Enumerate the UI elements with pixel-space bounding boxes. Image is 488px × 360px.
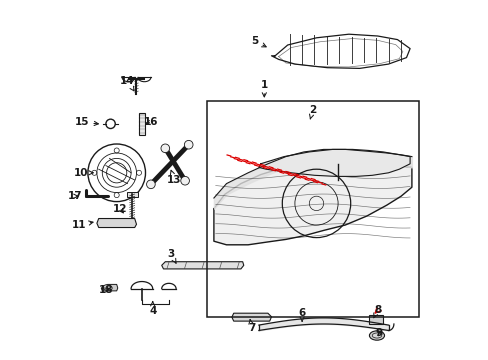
- Text: 10: 10: [73, 168, 93, 178]
- Polygon shape: [231, 313, 271, 321]
- Bar: [126, 192, 137, 197]
- Circle shape: [161, 144, 169, 153]
- Text: 9: 9: [375, 328, 382, 338]
- Text: 11: 11: [72, 220, 93, 230]
- Ellipse shape: [371, 333, 381, 338]
- Text: 8: 8: [373, 305, 381, 318]
- Text: 2: 2: [308, 105, 316, 119]
- Bar: [206, 101, 418, 317]
- Text: 6: 6: [298, 308, 305, 321]
- Polygon shape: [213, 160, 411, 245]
- Text: 12: 12: [113, 204, 127, 214]
- Text: 7: 7: [247, 319, 255, 333]
- Polygon shape: [101, 284, 118, 291]
- Circle shape: [184, 140, 193, 149]
- Text: 3: 3: [167, 249, 176, 263]
- Polygon shape: [97, 219, 136, 228]
- Text: 18: 18: [99, 285, 113, 295]
- Polygon shape: [162, 262, 244, 269]
- Bar: [139, 113, 144, 135]
- Ellipse shape: [368, 331, 384, 340]
- Text: 5: 5: [251, 36, 265, 47]
- Circle shape: [146, 180, 155, 189]
- Text: 4: 4: [149, 302, 156, 316]
- Circle shape: [181, 176, 189, 185]
- Circle shape: [125, 221, 129, 225]
- Circle shape: [103, 221, 108, 225]
- Polygon shape: [258, 149, 409, 176]
- Text: 14: 14: [120, 76, 135, 91]
- Text: 15: 15: [75, 117, 98, 127]
- Text: 16: 16: [143, 117, 158, 127]
- Text: 1: 1: [260, 80, 267, 97]
- Text: 17: 17: [68, 191, 82, 201]
- Bar: [368, 315, 382, 324]
- Ellipse shape: [103, 285, 112, 291]
- Text: 13: 13: [167, 170, 181, 185]
